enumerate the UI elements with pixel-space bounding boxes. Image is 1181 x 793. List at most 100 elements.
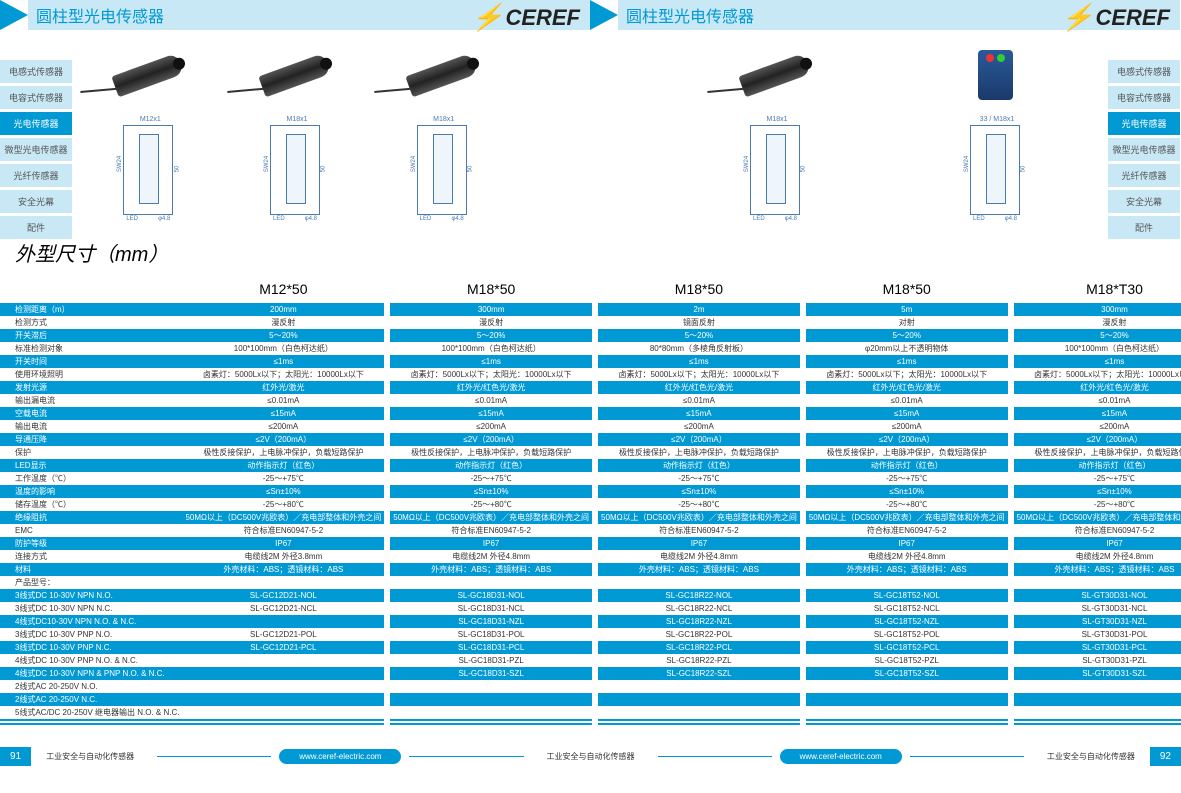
spec-row: 输出电流≤200mA≤200mA≤200mA≤200mA≤200mA [0,420,1181,433]
spec-value: 符合标准EN60947-5-2 [182,524,384,537]
spec-label: 检测距离（m） [0,303,182,316]
product-images-left: M12x1LEDφ4.8SW2450M18x1LEDφ4.8SW2450M18x… [0,40,590,230]
sidebar-item[interactable]: 安全光幕 [1108,190,1180,213]
spec-value [806,693,1008,706]
spec-value: φ20mm以上不透明物体 [806,342,1008,355]
spec-label: 保护 [0,446,182,459]
spec-value: 2m [598,303,800,316]
spec-value [390,723,592,725]
sidebar-item[interactable]: 配件 [1108,216,1180,239]
spec-value [598,723,800,725]
spec-value: 80*80mm（多棱角反射板） [598,342,800,355]
spec-value: 对射 [806,316,1008,329]
dimension-diagram: M12x1LEDφ4.8SW2450 [75,110,222,230]
spec-value: SL-GC18R22-PZL [598,654,800,667]
spec-value: SL-GC18D31-PZL [390,654,592,667]
sensor-image [885,40,1105,110]
spec-value [1014,723,1181,725]
spec-value: SL-GC18D31-SZL [390,667,592,680]
spec-value: ≤0.01mA [598,394,800,407]
spec-value: ≤200mA [390,420,592,433]
spec-label: 标准检测对象 [0,342,182,355]
spec-value: 动作指示灯（红色） [1014,459,1181,472]
sidebar-item[interactable]: 微型光电传感器 [0,138,72,161]
sidebar-item[interactable]: 微型光电传感器 [1108,138,1180,161]
sidebar-item[interactable]: 电容式传感器 [1108,86,1180,109]
arrow-icon [0,0,28,30]
product-column: M18x1LEDφ4.8SW2450 [665,40,885,230]
spec-value: 极性反接保护，上电脉冲保护，负载短路保护 [182,446,384,459]
sidebar-item[interactable]: 配件 [0,216,72,239]
spec-label: 防护等级 [0,537,182,550]
spec-value: SL-GC18R22-PCL [598,641,800,654]
spec-value: 红外光/红色光/激光 [598,381,800,394]
spec-value: 符合标准EN60947-5-2 [806,524,1008,537]
footer-text: 工业安全与自动化传感器 [1032,751,1150,762]
spec-value: ≤15mA [598,407,800,420]
spec-value [1014,693,1181,706]
spec-value: 漫反射 [1014,316,1181,329]
spec-value [182,723,384,725]
product-column: M18x1LEDφ4.8SW2450 [222,40,369,230]
sidebar-item[interactable]: 光纤传感器 [1108,164,1180,187]
spec-value: ≤15mA [390,407,592,420]
spec-label: 导通压降 [0,433,182,446]
sidebar-item[interactable]: 电感式传感器 [0,60,72,83]
spec-value: 外壳材料：ABS；透镜材料：ABS [1014,563,1181,576]
right-sidebar: 电感式传感器电容式传感器光电传感器微型光电传感器光纤传感器安全光幕配件 [1108,60,1180,242]
spec-value: 300mm [1014,303,1181,316]
dimensions-title: 外型尺寸（mm） [0,230,1181,275]
spec-row: 3线式DC 10-30V NPN N.O.SL-GC12D21-NOLSL-GC… [0,589,1181,602]
product-column: M18x1LEDφ4.8SW2450 [368,40,515,230]
footer-line [409,756,523,757]
spec-value: SL-GC18R22-NCL [598,602,800,615]
spec-label: 温度的影响 [0,485,182,498]
spec-value [182,693,384,706]
arrow-icon [590,0,618,30]
spec-row: 检测方式漫反射漫反射镜面反射对射漫反射 [0,316,1181,329]
product-images-right: M18x1LEDφ4.8SW245033 / M18x1LEDφ4.8SW245… [590,40,1180,230]
spec-value: 外壳材料：ABS；透镜材料：ABS [390,563,592,576]
sidebar-item[interactable]: 电容式传感器 [0,86,72,109]
spec-value: -25～+75℃ [1014,472,1181,485]
sidebar-item[interactable]: 安全光幕 [0,190,72,213]
spec-row [0,723,1181,725]
spec-value: SL-GC18D31-PCL [390,641,592,654]
spec-label: LED显示 [0,459,182,472]
spec-value [182,667,384,680]
spec-value [182,680,384,693]
spec-label: 发射光源 [0,381,182,394]
spec-value: 红外光/红色光/激光 [390,381,592,394]
sidebar-item[interactable]: 光电传感器 [1108,112,1180,135]
dimension-diagram: 33 / M18x1LEDφ4.8SW2450 [885,110,1105,230]
spec-value: SL-GC18R22-NOL [598,589,800,602]
sidebar-item[interactable]: 光纤传感器 [0,164,72,187]
spec-value: SL-GC18D31-NCL [390,602,592,615]
column-header: M18*50 [598,275,800,303]
spec-value: -25～+80℃ [390,498,592,511]
spec-value: 电缆线2M 外径4.8mm [806,550,1008,563]
footer-url: www.ceref-electric.com [279,749,401,764]
spec-row: 连接方式电缆线2M 外径3.8mm电缆线2M 外径4.8mm电缆线2M 外径4.… [0,550,1181,563]
spec-value: SL-GC12D21-POL [182,628,384,641]
spec-row: 4线式DC 10-30V PNP N.O. & N.C.SL-GC18D31-P… [0,654,1181,667]
spec-value: -25～+80℃ [598,498,800,511]
spec-value: ≤200mA [806,420,1008,433]
spec-value: 漫反射 [390,316,592,329]
sidebar-item[interactable]: 电感式传感器 [1108,60,1180,83]
spec-value: SL-GT30D31-POL [1014,628,1181,641]
spec-value: 电缆线2M 外径4.8mm [1014,550,1181,563]
spec-value [1014,680,1181,693]
logo: ⚡CEREF [471,2,580,33]
spec-value: SL-GC18T52-PCL [806,641,1008,654]
spec-row: EMC符合标准EN60947-5-2符合标准EN60947-5-2符合标准EN6… [0,524,1181,537]
logo: ⚡CEREF [1061,2,1170,33]
spec-value: -25～+75℃ [598,472,800,485]
spec-value: 符合标准EN60947-5-2 [390,524,592,537]
sidebar-item[interactable]: 光电传感器 [0,112,72,135]
product-column: M12x1LEDφ4.8SW2450 [75,40,222,230]
spec-value [1014,576,1181,589]
spec-value [598,693,800,706]
spec-value: ≤200mA [1014,420,1181,433]
spec-value [182,706,384,719]
